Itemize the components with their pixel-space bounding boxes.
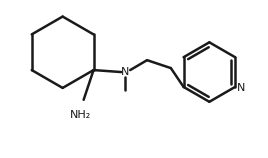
Text: NH₂: NH₂ — [70, 110, 91, 120]
Text: N: N — [121, 67, 129, 77]
Text: N: N — [237, 83, 245, 93]
